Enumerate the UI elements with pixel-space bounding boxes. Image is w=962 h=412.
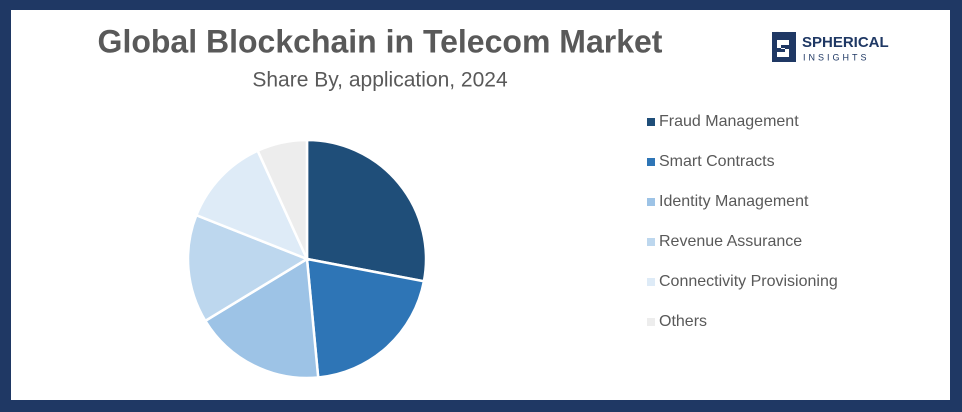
panel [11, 10, 950, 400]
logo: SPHERICAL INSIGHTS [772, 32, 889, 62]
legend-label: Identity Management [659, 193, 809, 210]
logo-mark [777, 40, 789, 57]
legend-swatch [647, 118, 655, 126]
legend-label: Revenue Assurance [659, 233, 802, 250]
legend-swatch [647, 318, 655, 326]
pie-slice [194, 149, 310, 262]
legend-swatch [647, 278, 655, 286]
legend-swatch [647, 198, 655, 206]
legend-swatch [647, 238, 655, 246]
logo-icon [772, 32, 796, 62]
logo-name: SPHERICAL [802, 34, 889, 51]
legend-label: Fraud Management [659, 113, 799, 130]
pie-slice [305, 138, 428, 283]
chart-subtitle: Share By, application, 2024 [252, 69, 508, 92]
pie-slice [203, 256, 320, 380]
pie-slice [305, 257, 426, 379]
legend-label: Connectivity Provisioning [659, 273, 838, 290]
legend-swatch [647, 158, 655, 166]
pie-slice [256, 138, 309, 260]
legend-label: Others [659, 313, 707, 330]
chart-title: Global Blockchain in Telecom Market [98, 23, 663, 59]
logo-tagline: INSIGHTS [803, 52, 870, 62]
legend-label: Smart Contracts [659, 153, 775, 170]
pie-slice [186, 213, 310, 323]
